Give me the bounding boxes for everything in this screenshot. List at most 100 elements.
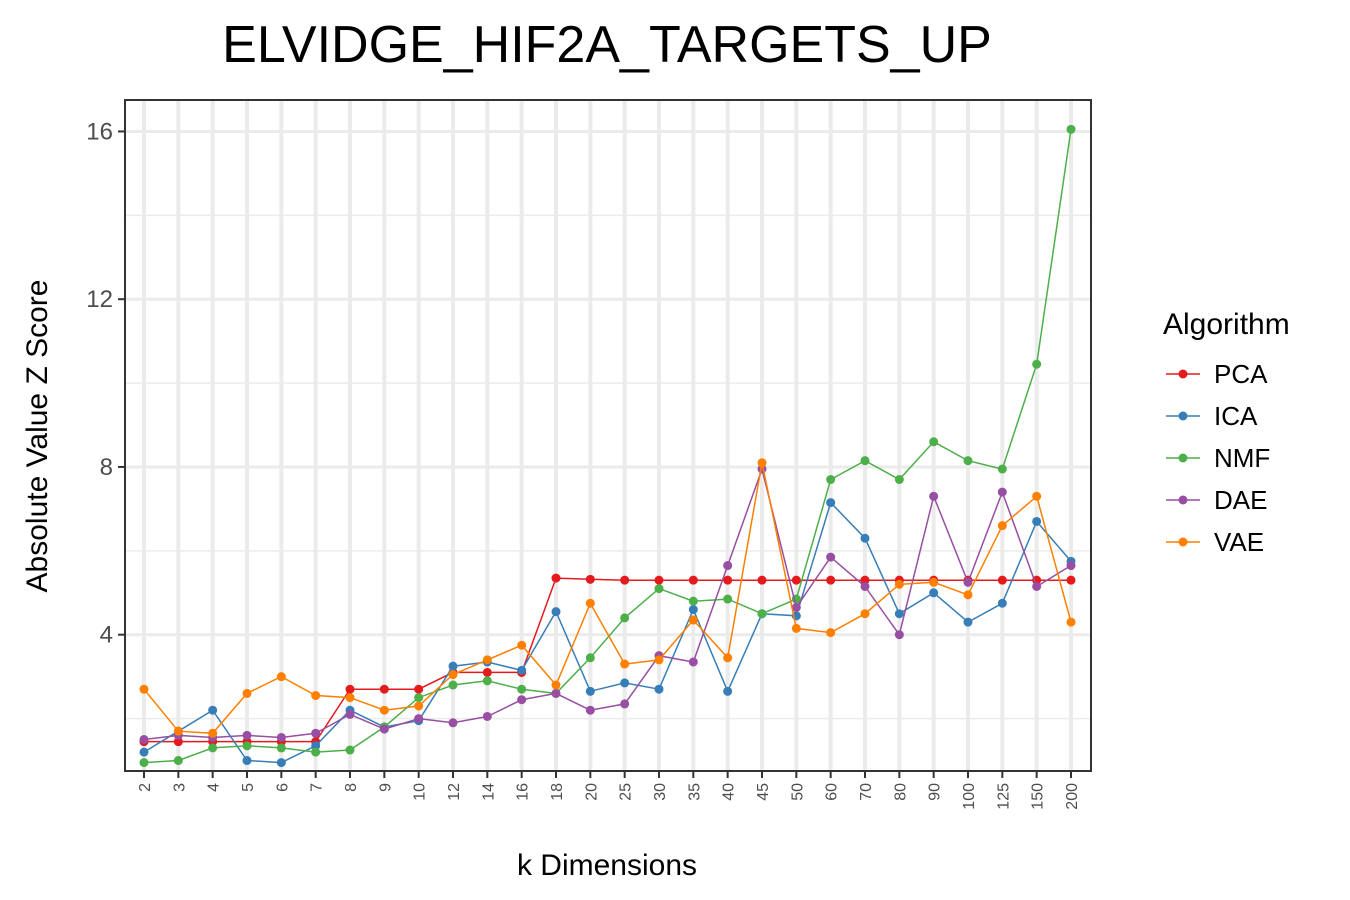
data-point-vae bbox=[654, 655, 664, 665]
x-tick-label: 9 bbox=[377, 783, 394, 792]
data-point-ica bbox=[517, 665, 527, 675]
x-tick-label: 70 bbox=[858, 783, 875, 801]
x-tick-label: 5 bbox=[240, 783, 257, 792]
data-point-ica bbox=[448, 661, 458, 671]
data-point-pca bbox=[585, 574, 595, 584]
data-point-vae bbox=[1032, 491, 1042, 501]
chart-title: ELVIDGE_HIF2A_TARGETS_UP bbox=[222, 16, 992, 74]
data-point-dae bbox=[894, 630, 904, 640]
data-point-nmf bbox=[894, 475, 904, 485]
x-axis: 2 3 4 5 6 7 8 9 10 12 14 16 18 20 25 30 35 40 45 50 60 70 80 90… bbox=[137, 771, 1081, 810]
x-tick-label: 4 bbox=[206, 783, 223, 792]
legend-label-pca: PCA bbox=[1214, 359, 1268, 389]
data-point-vae bbox=[242, 688, 252, 698]
data-point-ica bbox=[276, 758, 286, 768]
data-point-ica bbox=[139, 747, 149, 757]
data-point-pca bbox=[173, 737, 183, 747]
data-point-nmf bbox=[1066, 124, 1076, 134]
data-point-dae bbox=[414, 714, 424, 724]
data-point-dae bbox=[791, 602, 801, 612]
data-point-pca bbox=[826, 575, 836, 585]
data-point-dae bbox=[448, 718, 458, 728]
legend-label-dae: DAE bbox=[1214, 485, 1267, 515]
data-point-dae bbox=[242, 730, 252, 740]
y-tick-label: 12 bbox=[86, 286, 113, 313]
x-tick-label: 100 bbox=[961, 783, 978, 810]
data-point-pca bbox=[1066, 575, 1076, 585]
data-point-vae bbox=[894, 579, 904, 589]
data-point-nmf bbox=[723, 594, 733, 604]
data-point-vae bbox=[1066, 617, 1076, 627]
data-point-dae bbox=[963, 577, 973, 587]
x-tick-label: 14 bbox=[480, 783, 497, 801]
x-tick-label: 60 bbox=[824, 783, 841, 801]
data-point-dae bbox=[379, 724, 389, 734]
data-point-nmf bbox=[585, 653, 595, 663]
data-point-vae bbox=[173, 726, 183, 736]
data-point-vae bbox=[414, 701, 424, 711]
data-point-pca bbox=[414, 684, 424, 694]
legend-title: Algorithm bbox=[1163, 308, 1290, 341]
data-point-vae bbox=[791, 623, 801, 633]
data-point-ica bbox=[311, 741, 321, 751]
x-tick-label: 18 bbox=[549, 783, 566, 801]
data-point-nmf bbox=[173, 756, 183, 766]
legend-key-point-ica bbox=[1178, 411, 1188, 421]
data-point-dae bbox=[929, 491, 939, 501]
x-tick-label: 125 bbox=[995, 783, 1012, 810]
data-point-dae bbox=[482, 711, 492, 721]
data-point-vae bbox=[448, 670, 458, 680]
x-tick-label: 6 bbox=[274, 783, 291, 792]
data-point-nmf bbox=[963, 456, 973, 466]
data-point-pca bbox=[345, 684, 355, 694]
data-point-pca bbox=[1032, 575, 1042, 585]
data-point-vae bbox=[276, 672, 286, 682]
x-tick-label: 7 bbox=[309, 783, 326, 792]
series-line-dae bbox=[143, 466, 1072, 741]
x-axis-title: k Dimensions bbox=[517, 849, 697, 882]
data-point-nmf bbox=[654, 584, 664, 594]
data-point-dae bbox=[723, 561, 733, 571]
legend-key-point-pca bbox=[1178, 369, 1188, 379]
legend-key-point-nmf bbox=[1178, 453, 1188, 463]
data-point-vae bbox=[688, 615, 698, 625]
x-tick-label: 16 bbox=[515, 783, 532, 801]
legend-label-vae: VAE bbox=[1214, 527, 1264, 557]
y-tick-label: 8 bbox=[100, 454, 113, 481]
data-point-pca bbox=[620, 575, 630, 585]
data-point-nmf bbox=[482, 676, 492, 686]
data-point-dae bbox=[276, 732, 286, 742]
x-tick-label: 35 bbox=[686, 783, 703, 801]
legend-key-point-dae bbox=[1178, 495, 1188, 505]
data-point-nmf bbox=[448, 680, 458, 690]
data-point-pca bbox=[723, 575, 733, 585]
data-point-vae bbox=[482, 655, 492, 665]
plot-panel-border bbox=[124, 99, 1092, 772]
x-tick-label: 12 bbox=[446, 783, 463, 801]
data-point-ica bbox=[963, 617, 973, 627]
data-point-dae bbox=[688, 657, 698, 667]
data-point-vae bbox=[997, 521, 1007, 531]
data-point-nmf bbox=[826, 475, 836, 485]
data-point-vae bbox=[860, 609, 870, 619]
data-point-vae bbox=[585, 598, 595, 608]
data-point-nmf bbox=[414, 693, 424, 703]
data-point-ica bbox=[208, 705, 218, 715]
data-point-pca bbox=[482, 667, 492, 677]
data-point-vae bbox=[963, 590, 973, 600]
grid-lines bbox=[125, 100, 1091, 771]
data-point-dae bbox=[551, 688, 561, 698]
data-point-nmf bbox=[311, 747, 321, 757]
x-tick-label: 2 bbox=[137, 783, 154, 792]
data-point-dae bbox=[585, 705, 595, 715]
series-line-nmf bbox=[143, 129, 1072, 764]
data-point-dae bbox=[139, 735, 149, 745]
x-tick-label: 25 bbox=[618, 783, 635, 801]
y-tick-label: 16 bbox=[86, 118, 113, 145]
data-point-vae bbox=[757, 458, 767, 468]
x-tick-label: 20 bbox=[583, 783, 600, 801]
series-line-ica bbox=[143, 501, 1072, 764]
x-tick-label: 40 bbox=[721, 783, 738, 801]
data-point-nmf bbox=[929, 437, 939, 447]
data-point-ica bbox=[688, 605, 698, 615]
